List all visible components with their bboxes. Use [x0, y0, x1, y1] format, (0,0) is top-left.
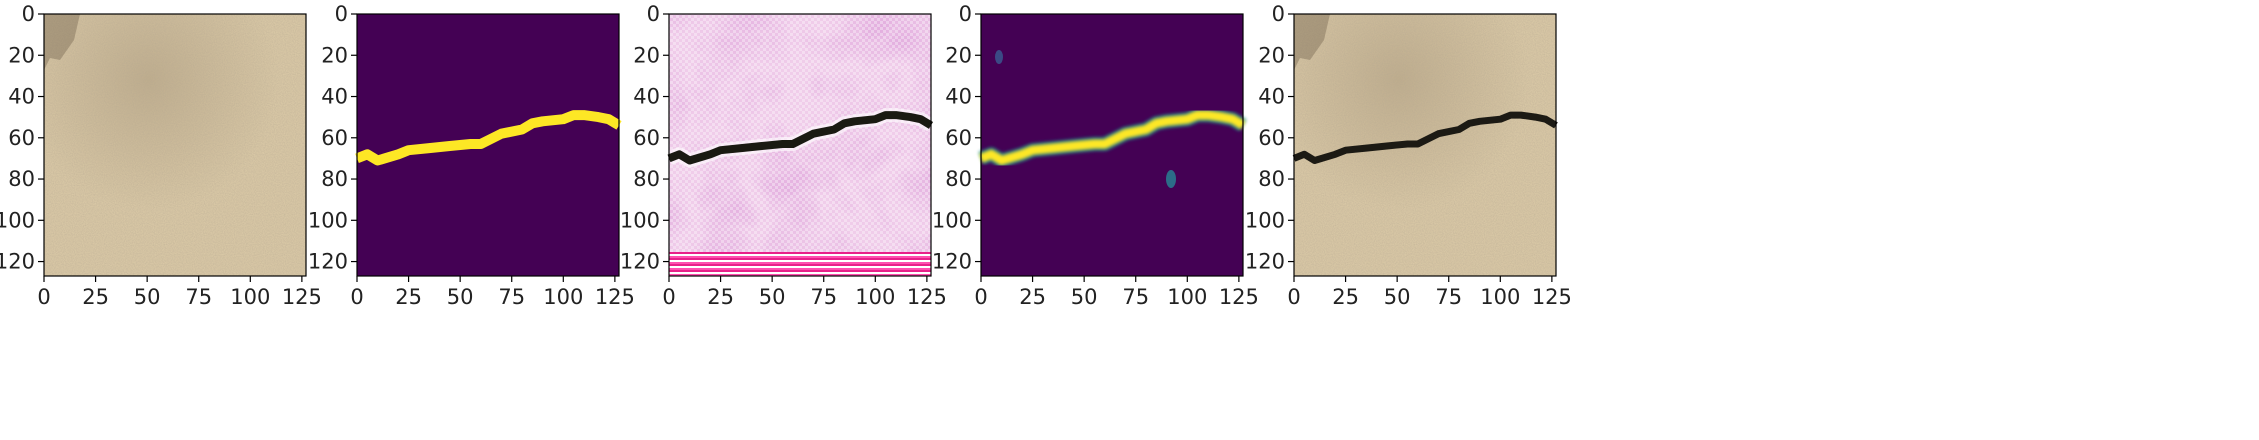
predicted-crack — [979, 110, 1246, 165]
y-tick-label: 100 — [932, 208, 972, 232]
panel-overlay: 0 20 40 60 80 100 120 0 25 50 75 100 125 — [1245, 0, 1670, 440]
predicted-blob-left — [995, 50, 1003, 64]
axes-frame — [43, 13, 307, 277]
panel-predicted-mask: 0 20 40 60 80 100 120 0 25 50 75 100 125 — [932, 0, 1357, 440]
x-tick-label: 25 — [82, 285, 109, 309]
x-tick-label: 125 — [1532, 285, 1572, 309]
y-tick-label: 0 — [1272, 2, 1285, 26]
y-tick-label: 120 — [620, 250, 660, 274]
overlay-dark-corner — [1294, 14, 1330, 70]
x-tick-label: 100 — [543, 285, 583, 309]
axes-frame — [980, 13, 1244, 277]
y-tick-label: 0 — [335, 2, 348, 26]
panel-generated-image: 0 20 40 60 80 100 120 0 25 50 75 100 125 — [620, 0, 1045, 440]
panel-ground-truth-mask: 0 20 40 60 80 100 120 0 25 50 75 100 125 — [308, 0, 733, 440]
x-tick-label: 0 — [350, 285, 363, 309]
generated-image-bottom-stripes — [669, 252, 931, 276]
y-tick-label: 80 — [633, 167, 660, 191]
y-tick-label: 60 — [8, 126, 35, 150]
y-tick-label: 60 — [321, 126, 348, 150]
x-tick-label: 75 — [810, 285, 837, 309]
y-tick-label: 80 — [1258, 167, 1285, 191]
y-tick-label: 100 — [308, 208, 348, 232]
x-tick-label: 50 — [134, 285, 161, 309]
x-tick-label: 50 — [1071, 285, 1098, 309]
x-tick-label: 50 — [759, 285, 786, 309]
y-tick-label: 100 — [0, 208, 35, 232]
y-tick-label: 80 — [321, 167, 348, 191]
x-tick-label: 50 — [1384, 285, 1411, 309]
y-tick-label: 120 — [932, 250, 972, 274]
x-tick-label: 0 — [1287, 285, 1300, 309]
x-tick-label: 0 — [974, 285, 987, 309]
x-tick-label: 25 — [1019, 285, 1046, 309]
overlay-photo-texture — [1294, 14, 1556, 276]
y-tick-label: 20 — [633, 43, 660, 67]
axes-frame — [668, 13, 932, 277]
x-tick-label: 75 — [498, 285, 525, 309]
x-tick-label: 25 — [395, 285, 422, 309]
predicted-blob-right — [1166, 170, 1176, 188]
y-tick-label: 60 — [1258, 126, 1285, 150]
input-photo-texture — [44, 14, 306, 276]
x-tick-label: 125 — [595, 285, 635, 309]
y-tick-label: 0 — [647, 2, 660, 26]
x-tick-label: 125 — [907, 285, 947, 309]
y-tick-label: 120 — [308, 250, 348, 274]
y-tick-label: 40 — [633, 85, 660, 109]
x-tick-label: 100 — [230, 285, 270, 309]
x-tick-label: 25 — [1332, 285, 1359, 309]
y-tick-label: 60 — [633, 126, 660, 150]
y-tick-label: 60 — [945, 126, 972, 150]
x-tick-label: 125 — [1219, 285, 1259, 309]
y-tick-label: 0 — [959, 2, 972, 26]
axes-frame — [1293, 13, 1557, 277]
panel-input-photo: 0 20 40 60 80 100 120 0 25 50 75 100 125 — [0, 0, 420, 440]
x-tick-label: 125 — [282, 285, 322, 309]
y-tick-label: 20 — [8, 43, 35, 67]
x-tick-label: 25 — [707, 285, 734, 309]
y-tick-label: 40 — [1258, 85, 1285, 109]
y-tick-label: 20 — [321, 43, 348, 67]
axes-frame — [356, 13, 620, 277]
x-tick-label: 100 — [1167, 285, 1207, 309]
y-tick-label: 120 — [0, 250, 35, 274]
x-tick-label: 50 — [447, 285, 474, 309]
y-tick-label: 120 — [1245, 250, 1285, 274]
overlay-crack — [1292, 111, 1558, 164]
x-tick-label: 75 — [1122, 285, 1149, 309]
x-tick-label: 75 — [185, 285, 212, 309]
y-tick-label: 100 — [620, 208, 660, 232]
x-tick-label: 75 — [1435, 285, 1462, 309]
y-tick-label: 40 — [8, 85, 35, 109]
input-photo-dark-corner — [44, 14, 80, 70]
x-tick-label: 0 — [37, 285, 50, 309]
x-tick-label: 100 — [855, 285, 895, 309]
y-tick-label: 20 — [945, 43, 972, 67]
ground-truth-crack — [355, 110, 622, 166]
y-tick-label: 100 — [1245, 208, 1285, 232]
x-tick-label: 0 — [662, 285, 675, 309]
y-tick-label: 40 — [321, 85, 348, 109]
y-tick-label: 80 — [8, 167, 35, 191]
y-tick-label: 0 — [22, 2, 35, 26]
generated-crack — [667, 111, 934, 165]
x-tick-label: 100 — [1480, 285, 1520, 309]
y-tick-label: 80 — [945, 167, 972, 191]
y-tick-label: 20 — [1258, 43, 1285, 67]
y-tick-label: 40 — [945, 85, 972, 109]
